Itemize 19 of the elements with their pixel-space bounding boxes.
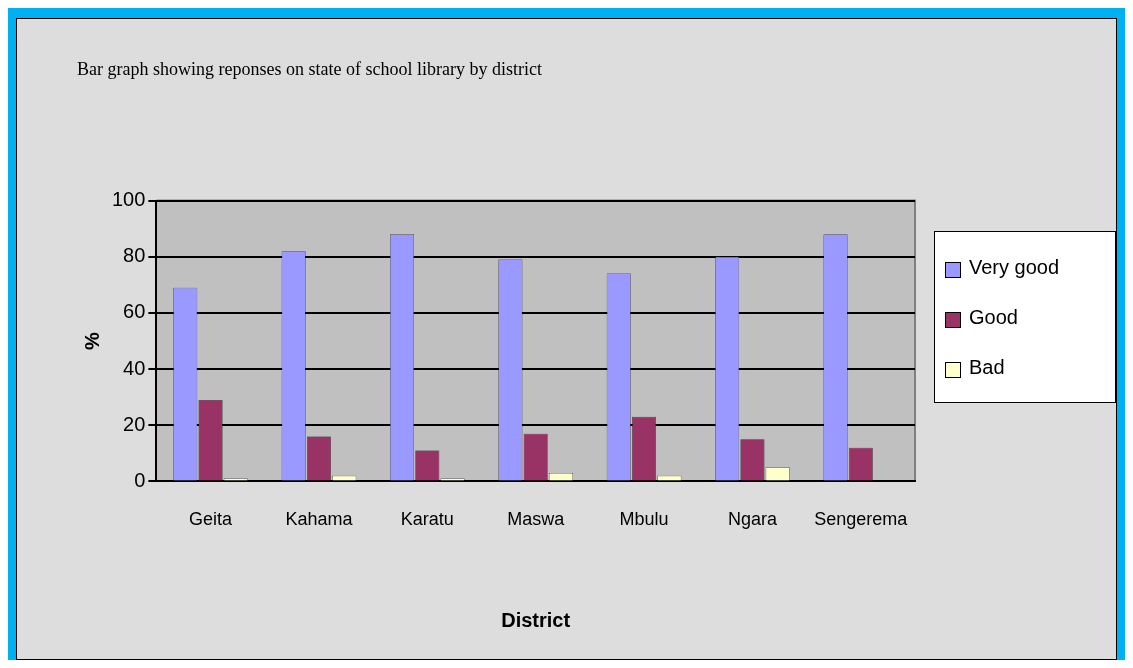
legend-label: Good bbox=[969, 305, 1018, 329]
x-axis-title: District bbox=[501, 608, 571, 631]
y-tick-label: 20 bbox=[123, 412, 146, 435]
x-tick-label: Kahama bbox=[285, 509, 354, 530]
y-tick-label: 40 bbox=[123, 356, 146, 379]
x-tick-label: Karatu bbox=[400, 509, 454, 530]
y-axis-title: % bbox=[80, 331, 103, 350]
y-tick-label: 60 bbox=[123, 300, 146, 323]
x-tick-label: Mbulu bbox=[619, 509, 669, 530]
legend-label: Very good bbox=[969, 255, 1060, 279]
y-tick-label: 80 bbox=[123, 244, 146, 267]
legend-label: Bad bbox=[969, 355, 1005, 379]
y-tick-label: 100 bbox=[111, 188, 146, 211]
y-tick-label: 0 bbox=[134, 468, 146, 491]
x-tick-label: Maswa bbox=[507, 509, 566, 530]
x-tick-label: Geita bbox=[189, 509, 234, 530]
x-tick-label: Ngara bbox=[727, 509, 778, 530]
x-tick-label: Sengerema bbox=[814, 509, 909, 530]
chart-title: Bar graph showing reponses on state of school library by district bbox=[77, 58, 542, 79]
